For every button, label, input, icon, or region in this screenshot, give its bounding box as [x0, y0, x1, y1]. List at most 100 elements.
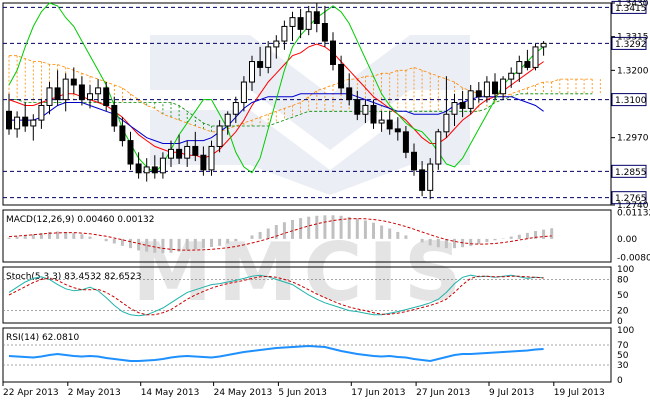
time-tick-label-6: 27 Jun 2013: [416, 388, 470, 398]
candle-29: [240, 76, 247, 112]
candle-body: [135, 163, 142, 174]
candle-body: [321, 22, 328, 42]
candle-12: [103, 82, 110, 112]
stoch-tick-label-4: 0: [617, 317, 623, 327]
candle-53: [435, 128, 442, 170]
candle-body: [419, 169, 426, 191]
candle-6: [54, 70, 61, 106]
candle-26: [216, 120, 223, 153]
stoch-tick-label-3: 20: [617, 307, 629, 317]
candle-1: [14, 111, 21, 138]
price-tick-label-0: 1.3430: [617, 0, 649, 9]
candle-36: [297, 8, 304, 39]
candle-28: [232, 96, 239, 124]
panel-frame-1: [2, 209, 612, 263]
macd-top-label: 0.01132: [617, 209, 650, 219]
candle-9: [78, 76, 85, 106]
price-tick-label-2: 1.3200: [617, 66, 649, 76]
candle-50: [411, 143, 417, 176]
candle-body: [87, 93, 93, 101]
stoch-main-line: [8, 274, 544, 317]
candle-58: [475, 82, 482, 103]
candle-body: [451, 102, 458, 115]
rsi-line: [8, 344, 544, 363]
candle-body: [70, 78, 77, 86]
candle-42: [346, 73, 353, 106]
candle-4: [38, 99, 45, 129]
candle-15: [127, 131, 134, 170]
price-panel: 1.3415 1.3292 1.3100 1.2855 1.2765 1.3430 1.33…: [3, 0, 649, 211]
candle-body: [151, 166, 158, 174]
candle-11: [95, 79, 102, 103]
candle-body: [111, 104, 118, 127]
candle-body: [483, 81, 490, 98]
candle-57: [467, 84, 474, 115]
candle-body: [224, 113, 231, 127]
candle-body: [249, 61, 255, 83]
candle-body: [240, 81, 247, 104]
rsi-tick-label-4: 0: [617, 376, 623, 386]
time-tick-label-1: 2 May 2013: [68, 388, 121, 398]
rsi-tick-label-2: 50: [617, 351, 629, 361]
stoch-tick-label-2: 50: [617, 291, 629, 301]
candle-5: [46, 82, 53, 115]
candle-48: [394, 117, 401, 141]
price-tick-label-3: 1.2970: [617, 134, 649, 144]
candle-52: [427, 158, 434, 200]
rsi-tick-label-3: 30: [617, 361, 629, 371]
candle-body: [265, 46, 272, 68]
candle-65: [532, 43, 539, 71]
candle-17: [143, 158, 150, 182]
candle-body: [346, 87, 353, 101]
candle-31: [257, 46, 264, 77]
macd-title: MACD(12,26,9) 0.00460 0.00132: [6, 215, 155, 225]
rsi-title: RSI(14) 62.0810: [6, 333, 79, 343]
candle-2: [22, 102, 29, 132]
candle-body: [330, 40, 336, 65]
stoch-tick-label-0: 100: [617, 265, 634, 275]
level-box-1: [611, 36, 647, 50]
candle-body: [386, 119, 393, 130]
candle-19: [159, 152, 166, 179]
candle-21: [176, 134, 183, 165]
candle-32: [265, 41, 272, 74]
candle-62: [508, 67, 515, 88]
candle-55: [451, 93, 458, 126]
stoch-tick-label-1: 80: [617, 275, 629, 285]
candle-66: [540, 41, 547, 56]
candle-body: [297, 17, 304, 30]
candle-body: [427, 163, 434, 191]
candle-body: [289, 17, 296, 27]
level-label-0: 1.3415: [615, 4, 647, 14]
time-tick-label-3: 24 May 2013: [214, 388, 273, 398]
time-axis: 22 Apr 2013 2 May 2013 14 May 2013 24 May 2…: [2, 382, 605, 398]
mmcis-watermark: MMCIS: [132, 35, 470, 319]
candle-63: [516, 55, 523, 83]
candle-body: [435, 131, 442, 165]
candle-10: [87, 84, 93, 109]
time-tick-label-5: 17 Jun 2013: [351, 388, 405, 398]
candle-56: [459, 90, 466, 118]
level-box-4: [611, 191, 647, 205]
candle-33: [273, 35, 280, 59]
candle-46: [378, 111, 385, 132]
panel-frame-2: [2, 266, 612, 324]
candle-14: [119, 117, 126, 147]
candle-body: [492, 81, 498, 95]
candle-18: [151, 155, 158, 179]
candle-43: [354, 90, 361, 121]
candle-13: [111, 96, 118, 132]
candle-body: [95, 87, 102, 95]
candle-49: [402, 125, 409, 159]
candle-body: [467, 90, 474, 109]
candle-0: [6, 93, 12, 135]
candle-body: [281, 25, 288, 42]
candle-20: [168, 140, 174, 167]
candle-40: [330, 32, 336, 71]
price-tick-label-1: 1.3315: [617, 33, 649, 43]
candle-body: [176, 148, 183, 159]
level-box-0: [611, 0, 647, 14]
candle-body: [257, 61, 264, 68]
